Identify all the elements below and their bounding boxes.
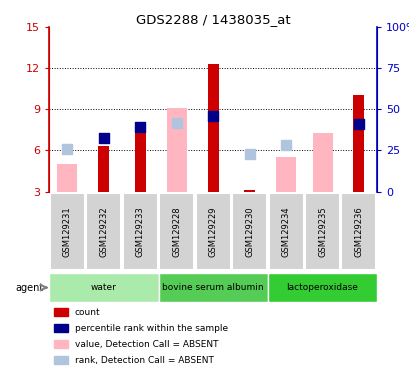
Bar (54, 356, 68, 364)
Bar (98, 146, 109, 192)
Text: water: water (91, 283, 117, 292)
FancyBboxPatch shape (304, 193, 339, 270)
Text: GSM129232: GSM129232 (99, 207, 108, 257)
Text: agent: agent (16, 283, 44, 293)
Point (137, 124, 143, 130)
Point (173, 120, 180, 126)
Point (355, 121, 362, 127)
Text: count: count (74, 308, 100, 316)
Text: percentile rank within the sample: percentile rank within the sample (74, 324, 227, 333)
Bar (54, 340, 68, 348)
Text: bovine serum albumin: bovine serum albumin (162, 283, 263, 292)
FancyBboxPatch shape (50, 193, 85, 270)
FancyBboxPatch shape (268, 193, 303, 270)
Text: lactoperoxidase: lactoperoxidase (286, 283, 357, 292)
Text: GSM129235: GSM129235 (317, 207, 326, 257)
FancyBboxPatch shape (341, 193, 375, 270)
Text: GSM129228: GSM129228 (172, 207, 181, 257)
FancyBboxPatch shape (195, 193, 230, 270)
Bar (54, 324, 68, 332)
Point (282, 142, 289, 148)
Text: value, Detection Call = ABSENT: value, Detection Call = ABSENT (74, 340, 218, 349)
Bar (243, 190, 254, 192)
FancyBboxPatch shape (49, 273, 158, 302)
Text: GSM129233: GSM129233 (135, 207, 144, 257)
Bar (275, 157, 295, 192)
FancyBboxPatch shape (231, 193, 267, 270)
FancyBboxPatch shape (123, 193, 157, 270)
Point (64, 146, 70, 152)
Text: GSM129231: GSM129231 (63, 207, 72, 257)
Text: GSM129236: GSM129236 (354, 207, 363, 257)
Bar (353, 96, 364, 192)
Bar (207, 64, 218, 192)
Bar (135, 126, 146, 192)
Text: rank, Detection Call = ABSENT: rank, Detection Call = ABSENT (74, 356, 213, 365)
Point (209, 113, 216, 119)
Bar (57, 164, 77, 192)
Bar (166, 108, 187, 192)
Text: GSM129230: GSM129230 (245, 207, 254, 257)
Point (246, 151, 252, 157)
FancyBboxPatch shape (159, 193, 194, 270)
FancyBboxPatch shape (158, 273, 267, 302)
Bar (54, 308, 68, 316)
FancyBboxPatch shape (267, 273, 376, 302)
Title: GDS2288 / 1438035_at: GDS2288 / 1438035_at (135, 13, 290, 26)
Point (100, 135, 107, 141)
Bar (312, 132, 332, 192)
FancyBboxPatch shape (86, 193, 121, 270)
Text: GSM129234: GSM129234 (281, 207, 290, 257)
Text: GSM129229: GSM129229 (208, 207, 217, 257)
